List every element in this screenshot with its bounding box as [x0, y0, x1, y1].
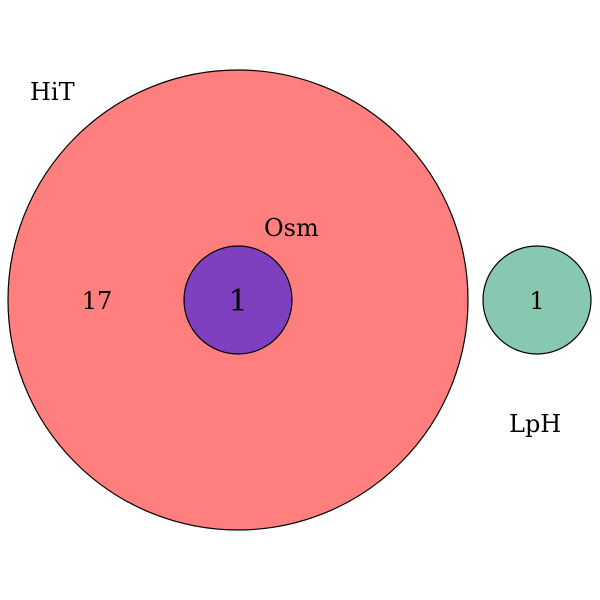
set-label-osm: Osm — [264, 214, 319, 242]
set-label-lph: LpH — [509, 410, 561, 438]
region-count-lph-only: 1 — [529, 287, 544, 315]
region-count-hit-only: 17 — [82, 287, 113, 315]
set-circle-osm — [183, 245, 293, 355]
set-circle-lph — [482, 245, 592, 355]
region-count-hit-osm: 1 — [228, 284, 247, 319]
set-label-hit: HiT — [30, 78, 75, 106]
